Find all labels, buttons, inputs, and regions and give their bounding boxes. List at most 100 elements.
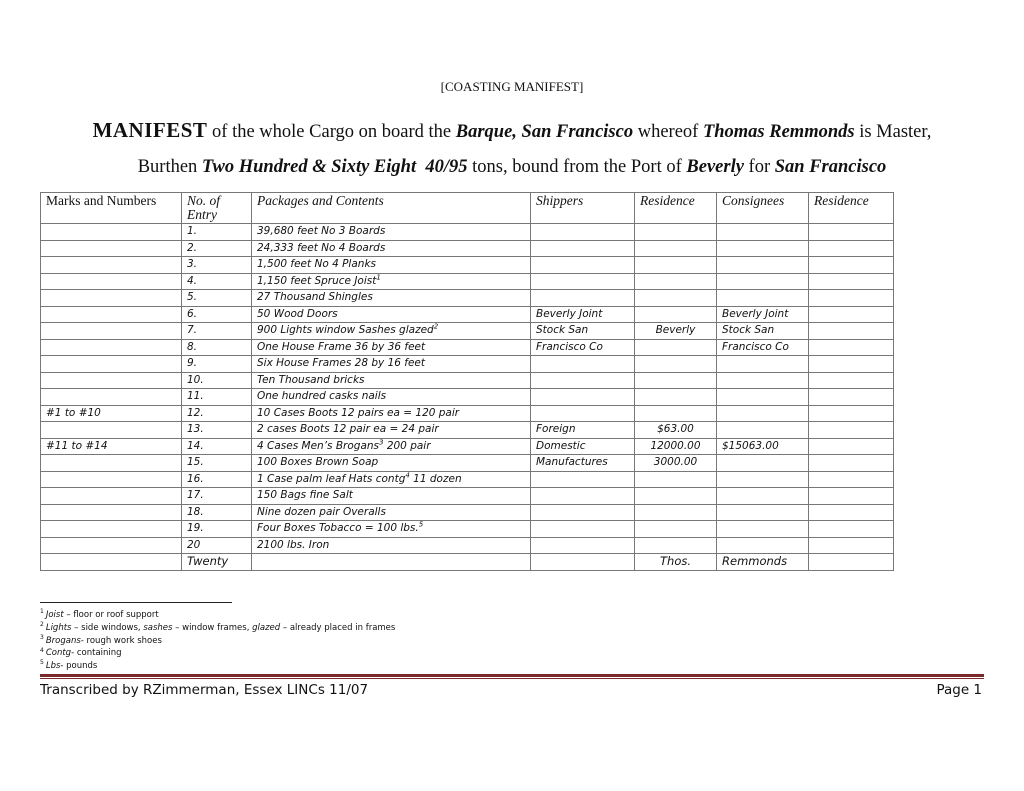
subheading-text: for <box>743 157 775 177</box>
shippers-text: Foreign <box>536 423 576 435</box>
cell-shippers <box>530 487 635 505</box>
cell-consignees <box>716 404 809 422</box>
cell-shippers <box>530 371 635 389</box>
cell-shippers <box>530 388 635 406</box>
cell-contents: 2100 lbs. Iron <box>251 536 531 554</box>
cell-entry: 5. <box>181 289 252 307</box>
cell-marks: #11 to #14 <box>40 437 182 455</box>
cell-consignees <box>716 470 809 488</box>
cell-entry: 4. <box>181 272 252 290</box>
cell-shippers <box>530 256 635 274</box>
burthen-value: Two Hundred & Sixty Eight 40/95 <box>201 157 468 177</box>
footnote-term: Joist <box>45 610 64 620</box>
cell-consignees <box>716 536 809 554</box>
cell-consignees <box>716 487 809 505</box>
contents-text: 150 Bags fine Salt <box>257 489 353 501</box>
contents-text: One hundred casks nails <box>257 390 387 402</box>
entry-text: 19. <box>187 522 204 534</box>
cell-residence <box>634 355 717 373</box>
footnote-ref[interactable]: 2 <box>433 322 439 331</box>
cell-residence-2 <box>808 487 894 505</box>
header-contents: Packages and Contents <box>251 192 531 224</box>
cell-entry: 17. <box>181 487 252 505</box>
vessel-name: Barque, San Francisco <box>455 122 634 142</box>
cell-contents: Four Boxes Tobacco = 100 lbs.5 <box>251 520 531 538</box>
cell-residence <box>634 536 717 554</box>
manifest-title: MANIFEST <box>92 118 208 142</box>
cell-consignees <box>716 454 809 472</box>
cell-shippers <box>530 272 635 290</box>
cell-residence-2 <box>808 388 894 406</box>
contents-text: 1,500 feet No 4 Planks <box>257 258 376 270</box>
footnote-n: 3 <box>40 633 44 641</box>
cell-entry: 12. <box>181 404 252 422</box>
footnote-ref[interactable]: 4 <box>405 471 410 479</box>
footnote-ref[interactable]: 3 <box>379 438 384 446</box>
entry-text: 2. <box>187 241 198 254</box>
cell-residence <box>634 338 717 356</box>
cell-residence: Thos. <box>634 553 717 571</box>
table-header-row: Marks and Numbers No. of Entry Packages … <box>40 192 894 224</box>
table-row: #11 to #14 14. 4 Cases Men’s Brogans3 200 … <box>40 437 894 455</box>
cell-entry: 9. <box>181 355 252 373</box>
entry-text: 5. <box>187 291 198 303</box>
consignees-text: Beverly Joint <box>722 307 789 320</box>
table-row: 11. One hundred casks nails <box>40 388 894 406</box>
port-to: San Francisco <box>774 157 887 177</box>
consignees-text: Francisco Co <box>722 340 789 353</box>
cell-entry: 2. <box>181 239 252 257</box>
cell-marks <box>40 487 182 505</box>
table-row: 6. 50 Wood Doors Beverly Joint Beverly Join… <box>40 305 894 323</box>
footnote-n: 5 <box>40 659 44 667</box>
cell-residence-2 <box>808 437 894 455</box>
contents-text: 2100 lbs. Iron <box>257 538 330 551</box>
heading-text: of the whole Cargo on board the <box>207 122 456 142</box>
footnote-ref[interactable]: 5 <box>418 520 424 529</box>
contents-text: Six House Frames 28 by 16 feet <box>257 357 426 369</box>
cell-contents: 150 Bags fine Salt <box>251 487 531 505</box>
footnote: 5 Lbs- pounds <box>40 659 97 671</box>
entry-text: 13. <box>187 423 204 435</box>
contents-text: 100 Boxes Brown Soap <box>257 456 379 468</box>
cell-consignees <box>716 223 809 241</box>
contents-text: One House Frame 36 by 36 feet <box>257 340 426 353</box>
cell-marks <box>40 322 182 340</box>
cell-shippers <box>530 223 635 241</box>
cell-residence <box>634 239 717 257</box>
cell-marks <box>40 388 182 406</box>
footnote-term: Lights <box>45 622 72 633</box>
footnote-text2: – window frames, <box>172 622 253 633</box>
cell-residence <box>634 305 717 323</box>
shippers-text: Domestic <box>536 439 586 452</box>
cell-contents: 100 Boxes Brown Soap <box>251 454 531 472</box>
table-row: 5. 27 Thousand Shingles <box>40 289 894 307</box>
cell-consignees <box>716 239 809 257</box>
table-row: 16. 1 Case palm leaf Hats contg4 11 dozen <box>40 470 894 488</box>
cell-marks <box>40 536 182 554</box>
cell-entry: 14. <box>181 437 252 455</box>
cell-residence <box>634 470 717 488</box>
cell-residence-2 <box>808 421 894 439</box>
manifest-table: Marks and Numbers No. of Entry Packages … <box>40 192 894 571</box>
cell-consignees <box>716 355 809 373</box>
footnote-ref[interactable]: 1 <box>376 273 381 281</box>
cell-consignees: Remmonds <box>716 553 809 571</box>
footnote: 3 Brogans- rough work shoes <box>40 633 162 645</box>
footnote-term2: sashes <box>143 622 173 633</box>
header-residence: Residence <box>634 192 717 224</box>
table-row: 3. 1,500 feet No 4 Planks <box>40 256 894 274</box>
heading-text: whereof <box>633 122 703 142</box>
cell-contents: 27 Thousand Shingles <box>251 289 531 307</box>
entry-text: 10. <box>187 373 204 386</box>
cell-residence <box>634 256 717 274</box>
cell-shippers: Stock San <box>530 322 635 340</box>
entry-text: 1. <box>187 225 198 237</box>
cell-marks <box>40 470 182 488</box>
cell-residence <box>634 520 717 538</box>
header-residence-2: Residence <box>808 192 894 224</box>
entry-text: 18. <box>187 505 204 518</box>
consignees-text: $15063.00 <box>722 439 779 452</box>
heading-text: is Master, <box>854 122 932 142</box>
cell-marks <box>40 272 182 290</box>
